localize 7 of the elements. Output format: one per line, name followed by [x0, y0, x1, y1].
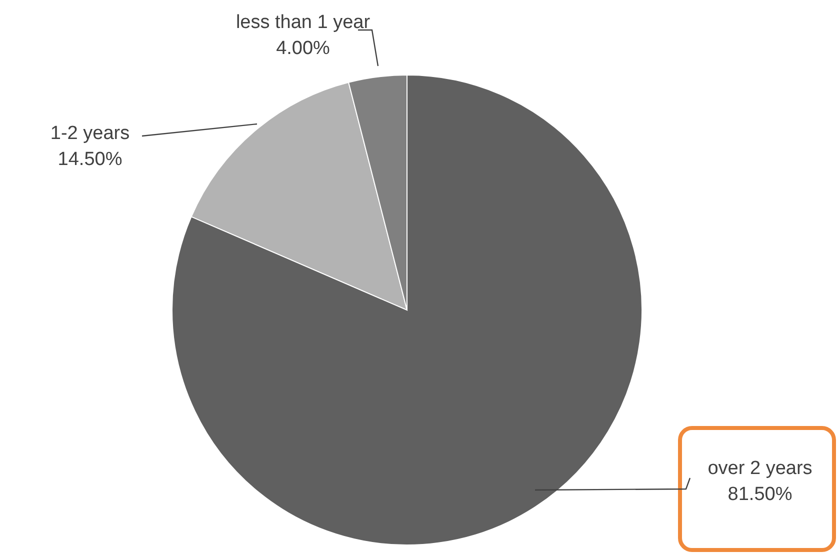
pie-slice — [172, 74, 642, 546]
slice-label: 1-2 years — [50, 123, 130, 144]
slice-label: over 2 years — [708, 458, 812, 479]
slice-label: less than 1 year — [236, 12, 371, 33]
data-label: 14.50% — [58, 149, 122, 170]
data-label: 81.50% — [728, 484, 792, 505]
data-label: 4.00% — [276, 38, 330, 59]
